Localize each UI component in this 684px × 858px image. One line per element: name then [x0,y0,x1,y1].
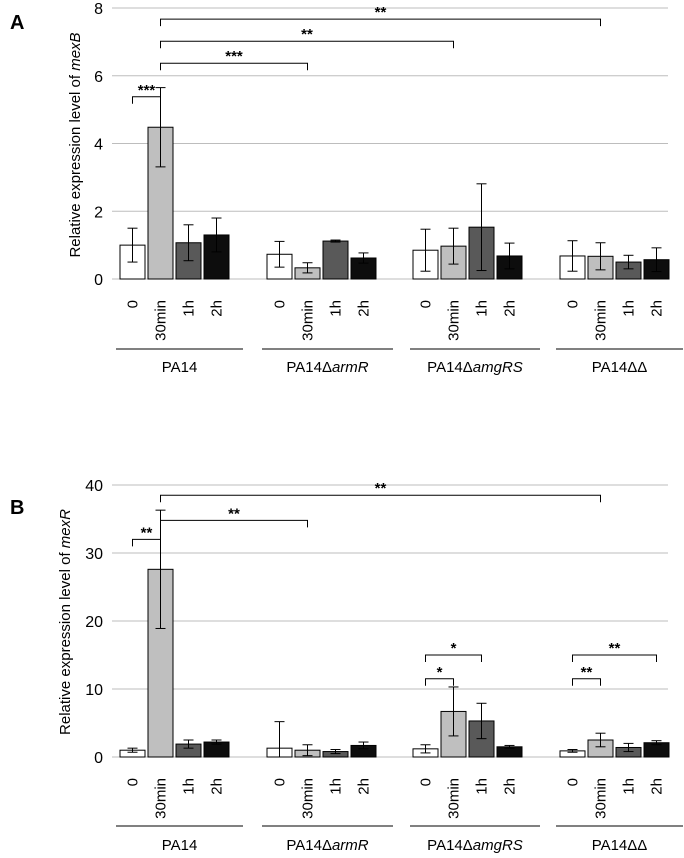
category-label: 1h [474,300,491,317]
category-label: 0 [418,778,435,786]
category-label: 0 [272,300,289,308]
y-axis-label-text: Relative expression level of [67,71,84,258]
y-tick-label: 6 [94,69,103,86]
category-label: 0 [565,778,582,786]
category-label: 2h [649,778,666,795]
y-tick-label: 0 [94,272,103,289]
group-label: PA14 [162,837,198,854]
group-label: PA14ΔamgRS [427,837,523,854]
category-label: 1h [328,778,345,795]
group-label: PA14ΔΔ [592,837,648,854]
category-label: 1h [328,300,345,317]
bar [147,568,174,758]
y-axis-label-gene: mexR [57,509,74,548]
category-label: 2h [649,300,666,317]
bar [322,240,349,280]
category-label: 0 [125,300,142,308]
group-label-gene: amgRS [473,837,523,854]
category-label: 30min [153,300,170,341]
significance-label: ** [228,505,240,522]
y-tick-label: 20 [85,614,103,631]
group-label-text: PA14 [162,837,198,854]
panel-label: B [10,497,24,519]
category-label: 30min [300,778,317,819]
y-tick-label: 30 [85,546,103,563]
y-tick-label: 4 [94,137,103,154]
category-label: 30min [593,778,610,819]
significance-label: ** [141,524,153,541]
group-label: PA14ΔΔ [592,359,648,376]
significance-label: ** [301,26,313,43]
category-label: 2h [502,300,519,317]
y-tick-label: 40 [85,478,103,495]
y-tick-label: 0 [94,750,103,767]
group-label: PA14 [162,359,198,376]
y-tick-label: 10 [85,682,103,699]
category-label: 2h [502,778,519,795]
group-label-gene: armR [332,837,369,854]
significance-bracket [160,519,308,528]
significance-bracket [160,494,601,503]
category-label: 2h [356,300,373,317]
y-axis-label-gene: mexB [67,32,84,70]
y-axis-label: Relative expression level of mexB [67,32,84,257]
category-label: 1h [474,778,491,795]
category-label: 30min [446,778,463,819]
group-label-gene: armR [332,359,369,376]
significance-bracket [132,538,161,547]
significance-bracket [160,18,601,27]
significance-bracket [160,62,308,71]
category-label: 30min [446,300,463,341]
significance-bracket [572,678,601,686]
y-tick-label: 2 [94,204,103,221]
significance-bracket [160,40,454,49]
category-label: 30min [593,300,610,341]
group-label: PA14ΔarmR [286,837,368,854]
significance-label: * [437,664,443,681]
category-label: 1h [621,778,638,795]
category-label: 2h [356,778,373,795]
chart-panel-B: B 0 10 20 30 40 Relative expression level of m… [10,478,683,854]
group-label-text: PA14Δ [427,359,473,376]
category-label: 2h [209,778,226,795]
chart-panel-A: A 0 2 4 6 8 Relative expression level of mexB 0… [10,1,683,376]
group-label: PA14ΔarmR [286,359,368,376]
group-label-text: PA14 [162,359,198,376]
category-label: 0 [418,300,435,308]
group-label-text: PA14ΔΔ [592,359,648,376]
category-label: 1h [621,300,638,317]
significance-bracket [132,96,161,104]
y-axis-label-text: Relative expression level of [57,548,74,735]
category-label: 0 [125,778,142,786]
significance-label: ** [375,4,387,21]
significance-label: ** [609,640,621,657]
y-tick-label: 8 [94,1,103,18]
significance-bracket [425,654,482,662]
category-label: 0 [272,778,289,786]
significance-label: *** [138,82,156,99]
group-label-text: PA14Δ [286,837,332,854]
y-axis-label: Relative expression level of mexR [57,509,74,735]
category-label: 1h [181,300,198,317]
panel-label: A [10,12,24,34]
significance-bracket [572,654,657,662]
category-label: 1h [181,778,198,795]
group-label: PA14ΔamgRS [427,359,523,376]
category-label: 2h [209,300,226,317]
significance-bracket [425,678,454,686]
category-label: 0 [565,300,582,308]
significance-label: *** [225,48,243,65]
group-label-text: PA14Δ [427,837,473,854]
category-label: 30min [153,778,170,819]
category-label: 30min [300,300,317,341]
significance-label: * [451,640,457,657]
group-label-gene: amgRS [473,359,523,376]
significance-label: ** [375,480,387,497]
group-label-text: PA14ΔΔ [592,837,648,854]
significance-label: ** [581,664,593,681]
group-label-text: PA14Δ [286,359,332,376]
